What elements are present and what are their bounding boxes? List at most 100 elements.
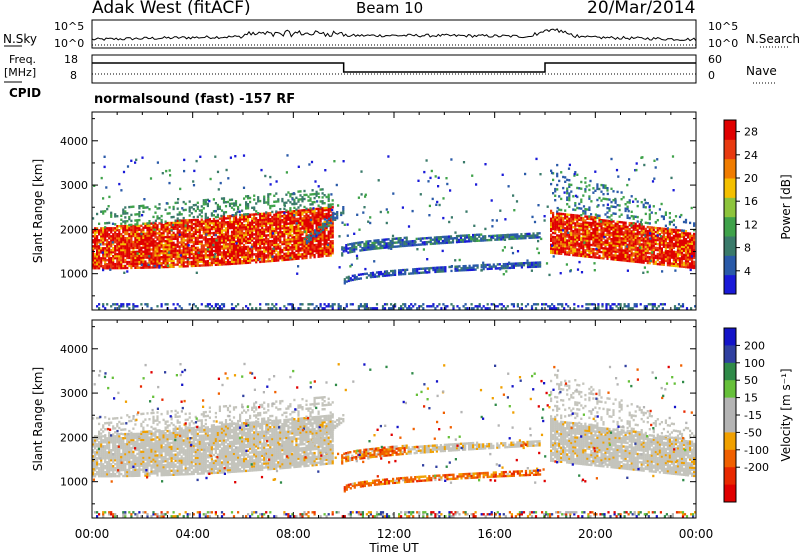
scatter-cell (130, 246, 133, 250)
scatter-cell (251, 223, 254, 226)
scatter-cell (275, 227, 278, 230)
scatter-cell (96, 257, 99, 260)
scatter-cell (297, 257, 300, 260)
scatter-cell (114, 245, 117, 248)
scatter-cell (142, 256, 145, 259)
scatter-cell (255, 253, 258, 256)
scatter-cell (226, 200, 230, 204)
scatter-cell (224, 211, 228, 214)
scatter-cell (622, 233, 625, 236)
scatter-cell (216, 235, 219, 238)
scatter-cell (277, 255, 280, 258)
scatter-cell (198, 260, 201, 263)
scatter-cell (516, 237, 519, 240)
scatter-cell (560, 236, 563, 240)
scatter-cell (168, 237, 171, 241)
scatter-cell (630, 234, 633, 237)
scatter-cell (92, 247, 95, 250)
scatter-cell (232, 220, 236, 224)
scatter-cell (327, 214, 330, 217)
scatter-cell (188, 256, 191, 260)
scatter-cell (206, 242, 209, 245)
scatter-cell (502, 236, 505, 239)
scatter-cell (239, 242, 242, 245)
scatter-cell (299, 223, 302, 226)
scatter-cell (309, 254, 312, 257)
scatter-cell (279, 257, 282, 260)
scatter-cell (154, 236, 157, 239)
scatter-cell (580, 214, 583, 217)
scatter-cell (664, 213, 667, 216)
scatter-cell (110, 231, 113, 234)
scatter-cell (434, 268, 437, 272)
scatter-cell (604, 239, 607, 242)
scatter-cell (316, 233, 319, 236)
scatter-cell (538, 232, 541, 235)
scatter-cell (321, 217, 324, 220)
scatter-cell (410, 272, 413, 275)
scatter-cell (104, 253, 107, 256)
scatter-cell (253, 225, 256, 228)
scatter-cell (630, 242, 633, 245)
scatter-cell (94, 245, 97, 248)
scatter-cell (182, 200, 185, 204)
scatter-cell (457, 238, 461, 242)
scatter-cell (122, 212, 125, 215)
scatter-cell (134, 250, 137, 254)
scatter-cell (640, 218, 643, 222)
scatter-cell (620, 253, 623, 256)
scatter-cell (156, 252, 159, 255)
scatter-cell (293, 237, 296, 241)
scatter-cell (291, 214, 294, 217)
scatter-cell (120, 237, 123, 240)
scatter-cell (251, 213, 254, 216)
scatter-cell (180, 261, 183, 264)
scatter-cell (263, 218, 266, 221)
scatter-cell (351, 250, 354, 253)
scatter-cell (570, 239, 573, 243)
scatter-cell (136, 264, 139, 267)
scatter-cell (401, 244, 404, 248)
scatter-cell (618, 234, 621, 238)
scatter-cell (118, 256, 121, 260)
scatter-cell (500, 234, 503, 237)
scatter-cell (251, 235, 254, 238)
scatter-cell (628, 243, 631, 247)
scatter-cell (624, 243, 627, 246)
scatter-cell (594, 216, 597, 219)
scatter-cell (158, 250, 161, 253)
scatter-cell (317, 213, 320, 216)
scatter-cell (222, 251, 226, 254)
scatter-cell (584, 251, 587, 254)
scatter-cell (397, 237, 400, 240)
scatter-cell (590, 200, 593, 203)
scatter-cell (608, 198, 611, 201)
scatter-cell (574, 232, 577, 235)
scatter-cell (582, 235, 585, 238)
scatter-cell (146, 244, 149, 247)
scatter-cell (636, 246, 639, 250)
scatter-cell (385, 244, 388, 247)
scatter-cell (307, 236, 311, 239)
scatter-cell (676, 263, 680, 266)
scatter-cell (265, 214, 268, 217)
scatter-cell (307, 244, 310, 247)
scatter-cell (622, 223, 625, 226)
scatter-cell (307, 220, 310, 223)
scatter-cell (196, 264, 199, 267)
scatter-cell (632, 215, 635, 218)
scatter-cell (570, 227, 573, 231)
scatter-cell (562, 216, 565, 220)
scatter-cell (634, 240, 637, 243)
scatter-cell (662, 229, 665, 232)
scatter-cell (198, 226, 201, 229)
scatter-cell (170, 216, 173, 219)
scatter-cell (536, 234, 539, 237)
scatter-cell (594, 244, 597, 247)
scatter-cell (319, 247, 322, 250)
scatter-cell (265, 238, 268, 241)
scatter-cell (423, 237, 426, 240)
scatter-cell (116, 241, 119, 244)
scatter-cell (552, 227, 555, 231)
scatter-cell (287, 252, 290, 255)
